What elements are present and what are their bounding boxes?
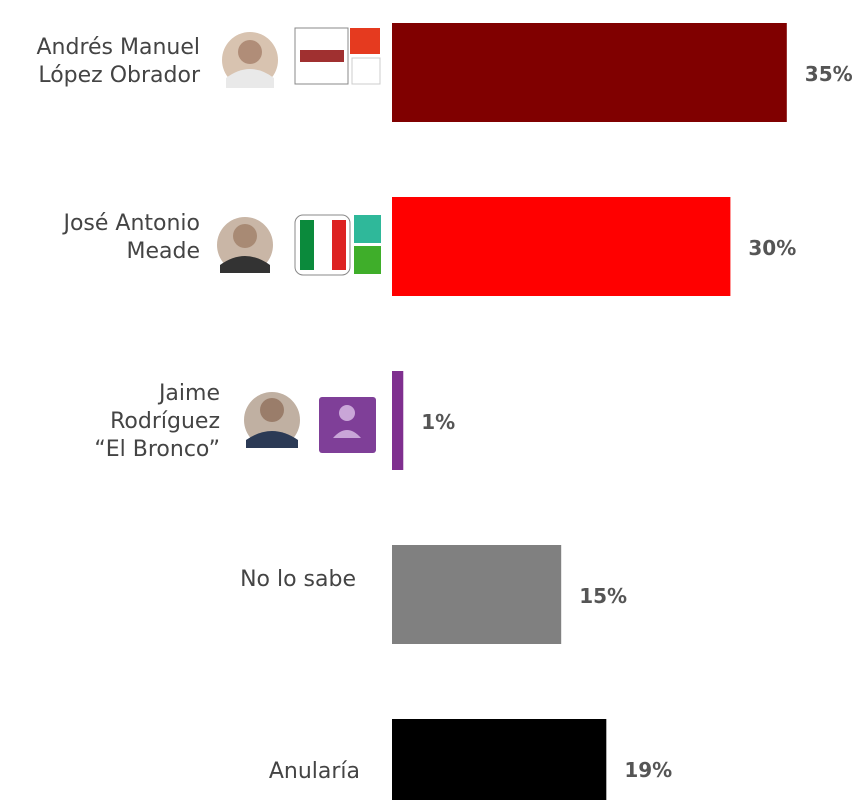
value-label: 15%: [579, 584, 627, 608]
logos: [294, 27, 381, 85]
logos: [319, 397, 376, 453]
category-label: José Antonio Meade: [63, 211, 200, 264]
bar: [392, 545, 562, 644]
bar: [392, 719, 607, 800]
photo: [244, 392, 300, 448]
photo: [217, 217, 273, 273]
category-label: Anularía: [268, 759, 360, 784]
category-label: Andrés Manuel López Obrador: [36, 35, 200, 88]
value-label: 1%: [421, 410, 455, 434]
value-label: 35%: [805, 62, 853, 86]
value-label: 19%: [624, 758, 672, 782]
bar: [392, 197, 731, 296]
photo: [222, 32, 278, 88]
bar: [392, 371, 404, 470]
logos: [294, 214, 381, 276]
bar: [392, 23, 787, 122]
value-label: 30%: [748, 236, 796, 260]
category-label: No lo sabe: [240, 567, 356, 592]
category-label: Jaime Rodríguez “El Bronco”: [94, 381, 220, 462]
